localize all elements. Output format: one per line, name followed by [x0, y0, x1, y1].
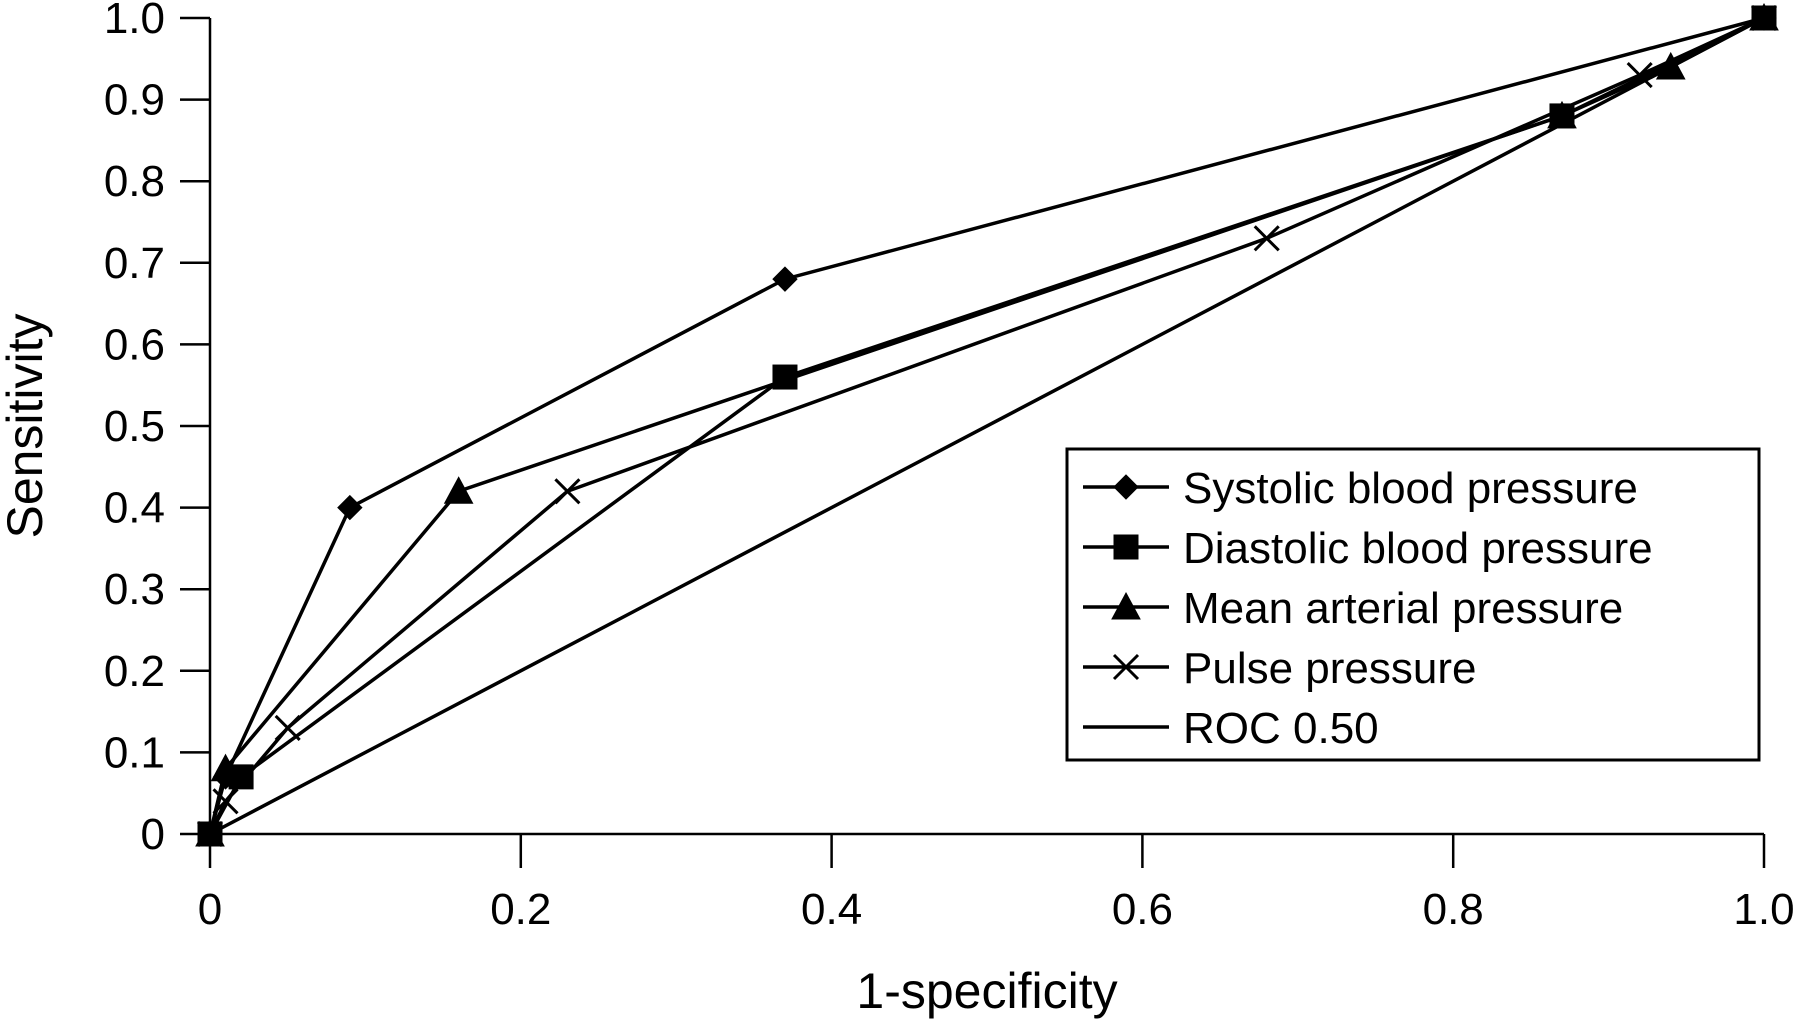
series-layer	[195, 2, 1779, 848]
x-tick-label: 1.0	[1733, 885, 1794, 934]
diamond-marker	[1113, 474, 1139, 500]
legend-label: ROC 0.50	[1183, 704, 1379, 753]
legend-label: Systolic blood pressure	[1183, 464, 1638, 513]
y-tick-label: 0.7	[104, 239, 165, 288]
y-axis-title: Sensitivity	[0, 313, 53, 538]
diamond-marker	[337, 494, 363, 521]
x-marker	[1112, 653, 1140, 681]
legend: Systolic blood pressure Diastolic blood p…	[1065, 447, 1761, 762]
x-marker-stroke	[1112, 653, 1140, 681]
x-axis-title: 1-specificity	[856, 963, 1117, 1019]
x-marker-stroke	[212, 788, 239, 815]
x-marker	[274, 714, 301, 741]
y-tick-label: 0.5	[104, 402, 165, 451]
x-tick-label: 0	[198, 885, 222, 934]
x-tick-label: 0.2	[490, 885, 551, 934]
x-marker	[1626, 62, 1653, 89]
legend-label: Mean arterial pressure	[1183, 584, 1623, 633]
x-marker-stroke	[274, 714, 301, 741]
diamond-marker	[772, 266, 798, 292]
square-marker	[1113, 534, 1139, 560]
y-tick-label: 1.0	[104, 0, 165, 43]
legend-box	[1065, 447, 1761, 762]
y-tick-label: 0.6	[104, 320, 165, 369]
axes: 0 0.2 0.4 0.6 0.8 1.0 0 0.1 0.2 0.3 0.4 0.5 0.6 0.7 0.…	[104, 0, 1795, 934]
y-tick-label: 0.9	[104, 76, 165, 125]
x-tick-label: 0.8	[1423, 885, 1484, 934]
y-tick-label: 0.4	[104, 484, 165, 533]
triangle-marker	[443, 476, 474, 504]
x-marker	[1253, 225, 1280, 252]
x-marker	[212, 788, 239, 815]
x-marker-stroke	[1253, 225, 1280, 252]
x-tick-label: 0.4	[801, 885, 862, 934]
y-tick-label: 0	[141, 810, 165, 859]
y-tick-label: 0.3	[104, 565, 165, 614]
legend-label: Diastolic blood pressure	[1183, 524, 1653, 573]
legend-label: Pulse pressure	[1183, 644, 1476, 693]
x-marker-stroke	[1626, 62, 1653, 89]
series-4	[209, 16, 1765, 836]
x-tick-label: 0.6	[1112, 885, 1173, 934]
y-tick-label: 0.2	[104, 647, 165, 696]
triangle-marker	[210, 753, 241, 782]
triangle-marker	[1111, 591, 1141, 620]
y-tick-label: 0.1	[104, 728, 165, 777]
series-line	[209, 16, 1765, 836]
x-marker	[554, 478, 581, 505]
y-tick-label: 0.8	[104, 157, 165, 206]
series-3	[196, 4, 1778, 848]
x-marker-stroke	[554, 478, 581, 505]
